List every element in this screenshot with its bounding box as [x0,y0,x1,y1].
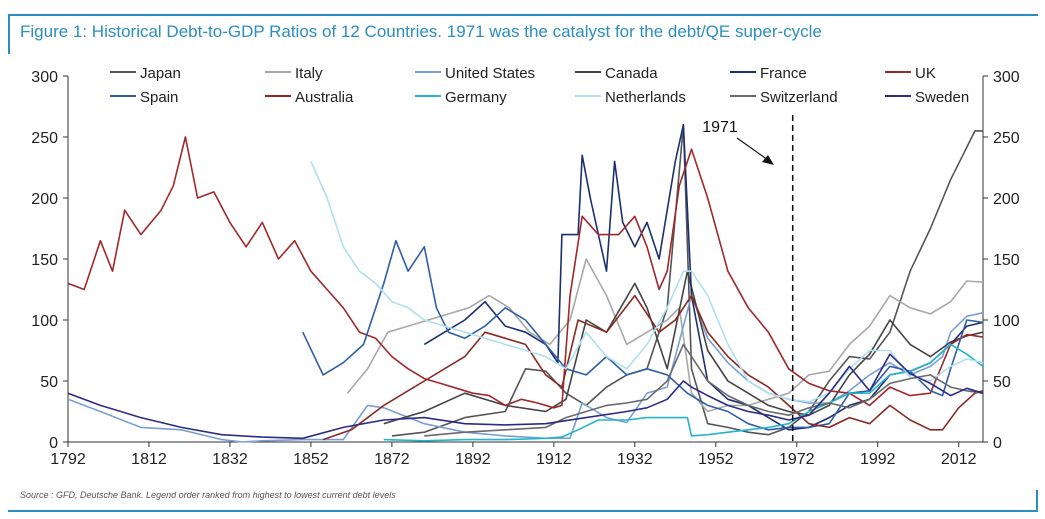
series-line-united-states [67,294,984,443]
axes: 0 0 50 50 100 100 150 150 200 200 250 250 300 300 1792… [31,69,1020,468]
y-tick-label-left: 50 [40,374,58,391]
annotation: 1971 [702,115,794,442]
series-line-uk [67,136,984,409]
series-layer [67,124,984,443]
y-tick-label-left: 200 [31,191,58,208]
x-tick-label: 1892 [455,451,491,468]
y-tick-label-right: 200 [993,191,1020,208]
source-note: Source : GFD, Deutsche Bank. Legend orde… [20,490,396,500]
y-tick-label-right: 50 [993,374,1011,391]
x-tick-label: 1932 [617,451,653,468]
series-line-spain [302,239,984,431]
legend-label-united-states: United States [445,65,535,82]
figure-title: Figure 1: Historical Debt-to-GDP Ratios … [20,22,822,41]
frame-left-border [8,14,10,54]
legend-label-uk: UK [915,65,936,82]
legend-label-germany: Germany [445,89,507,106]
legend: Japan Italy United States Canada France UK Spa… [110,65,969,106]
x-tick-label: 1952 [698,451,734,468]
legend-label-netherlands: Netherlands [605,89,686,106]
legend-label-switzerland: Switzerland [760,89,838,106]
series-line-netherlands [310,161,984,403]
annotation-label: 1971 [702,119,738,136]
frame-top-border [8,14,1038,16]
y-tick-label-left: 150 [31,252,58,269]
x-tick-label: 1812 [131,451,167,468]
y-tick-label-right: 300 [993,69,1020,86]
legend-label-canada: Canada [605,65,658,82]
x-tick-label: 1832 [212,451,248,468]
y-tick-label-right: 0 [993,435,1002,452]
y-tick-label-left: 300 [31,69,58,86]
annotation-arrow-head [762,155,774,165]
series-line-canada [383,270,984,425]
x-tick-label: 2012 [941,451,977,468]
annotation-arrow-shaft [736,137,769,161]
series-line-germany [383,343,984,442]
x-tick-label: 1792 [50,451,86,468]
x-tick-label: 1972 [779,451,815,468]
legend-label-france: France [760,65,807,82]
y-tick-label-right: 150 [993,252,1020,269]
legend-label-australia: Australia [295,89,354,106]
y-tick-label-left: 0 [49,435,58,452]
legend-label-japan: Japan [140,65,181,82]
series-line-france [423,124,984,431]
series-line-italy [346,258,984,413]
legend-label-sweden: Sweden [915,89,969,106]
series-line-australia [322,294,984,441]
frame-bottom-border [8,510,1038,512]
series-line-sweden [67,353,984,440]
y-tick-label-left: 100 [31,313,58,330]
frame-right-border [1036,490,1038,512]
legend-label-spain: Spain [140,89,178,106]
x-tick-label: 1852 [293,451,329,468]
legend-label-italy: Italy [295,65,323,82]
x-tick-label: 1872 [374,451,410,468]
x-tick-label: 1912 [536,451,572,468]
x-tick-label: 1992 [860,451,896,468]
y-tick-label-left: 250 [31,130,58,147]
series-line-switzerland [424,343,984,437]
y-tick-label-right: 100 [993,313,1020,330]
y-tick-label-right: 250 [993,130,1020,147]
